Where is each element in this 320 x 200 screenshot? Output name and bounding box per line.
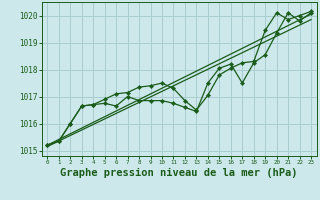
X-axis label: Graphe pression niveau de la mer (hPa): Graphe pression niveau de la mer (hPa)	[60, 168, 298, 178]
